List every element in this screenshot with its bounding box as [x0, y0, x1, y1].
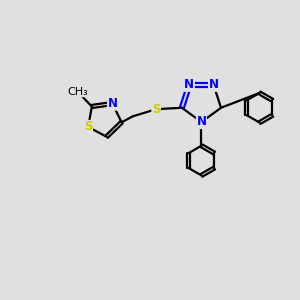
Text: S: S [152, 103, 161, 116]
Text: CH₃: CH₃ [67, 87, 88, 97]
Text: N: N [196, 116, 206, 128]
Text: N: N [107, 97, 118, 110]
Text: S: S [84, 121, 92, 134]
Text: N: N [208, 78, 218, 91]
Text: N: N [184, 78, 194, 91]
